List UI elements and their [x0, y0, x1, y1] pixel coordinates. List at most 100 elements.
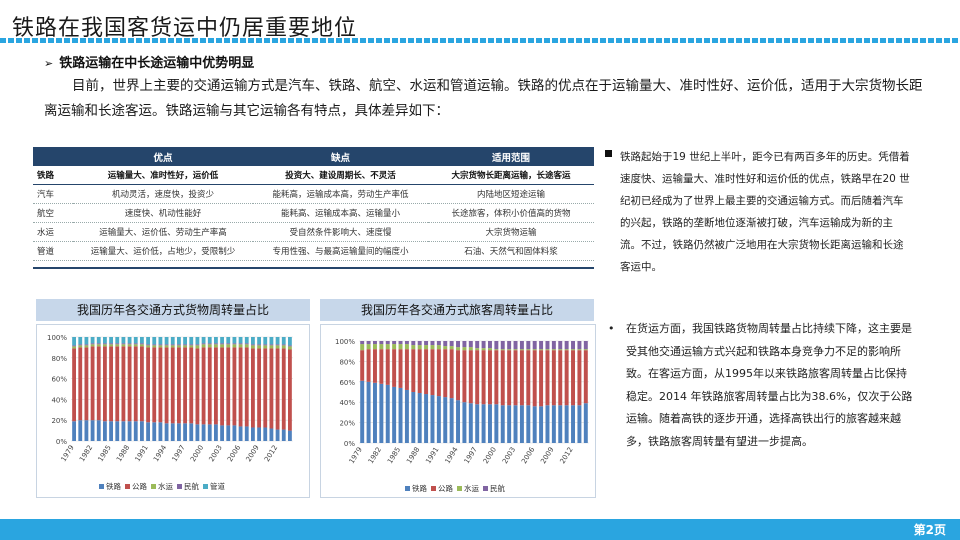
bar-segment: [462, 347, 467, 351]
bar-segment: [152, 344, 157, 346]
bar-segment: [379, 344, 384, 350]
legend-label: 水运: [464, 483, 479, 493]
passenger-chart-title: 我国历年各交通方式旅客周转量占比: [320, 299, 594, 321]
bar-segment: [449, 398, 454, 443]
bar-segment: [133, 337, 138, 344]
legend-label: 民航: [490, 483, 505, 493]
bar-segment: [526, 350, 531, 406]
bar-segment: [201, 424, 206, 441]
bar-segment: [164, 423, 169, 441]
bar-segment: [195, 348, 200, 425]
freight-chart-svg: 0%20%40%60%80%100%1979 1982 1985 1988 1991 19…: [47, 334, 293, 491]
bar-segment: [519, 405, 524, 443]
side-note-trend: • 在货运方面，我国铁路货物周转量占比持续下降，这主要是受其他交通运输方式兴起和…: [608, 318, 913, 453]
y-tick-label: 80%: [339, 358, 355, 366]
y-tick-label: 20%: [51, 417, 67, 425]
table-cell: 机动灵活，速度快，投资少: [73, 184, 253, 204]
bar-segment: [226, 425, 231, 441]
table-cell: 铁路: [33, 166, 73, 185]
bar-segment: [232, 347, 237, 426]
bar-segment: [201, 343, 206, 345]
table-group-header: 优点 缺点 适用范围: [33, 147, 594, 166]
bar-segment: [519, 349, 524, 351]
bar-segment: [551, 341, 556, 350]
bar-segment: [189, 345, 194, 348]
bar-segment: [177, 345, 181, 348]
bar-segment: [164, 337, 169, 345]
bar-segment: [226, 347, 231, 426]
bar-segment: [263, 345, 268, 349]
bar-segment: [158, 337, 163, 345]
bar-segment: [392, 386, 397, 443]
bar-segment: [214, 343, 218, 345]
bar-segment: [90, 346, 95, 421]
bar-segment: [220, 347, 224, 426]
bar-segment: [183, 345, 187, 348]
intro-paragraph-text: 目前，世界上主要的交通运输方式是汽车、铁路、航空、水运和管道运输。铁路的优点在于…: [44, 78, 923, 119]
x-tick-label: 1979: [60, 444, 76, 463]
bar-segment: [366, 349, 371, 382]
bar-segment: [392, 344, 397, 350]
bar-segment: [507, 350, 512, 406]
side-note-history: 铁路起始于19 世纪上半叶，距今已有两百多年的历史。凭借着速度快、运输量大、准时…: [605, 146, 910, 278]
x-tick-label: 2012: [263, 444, 279, 463]
bar-segment: [140, 346, 144, 422]
bar-segment: [436, 349, 441, 397]
y-tick-label: 0%: [56, 438, 67, 446]
bar-segment: [411, 392, 416, 443]
bar-segment: [103, 344, 107, 347]
x-tick-label: 1994: [443, 445, 460, 465]
bar-segment: [468, 341, 473, 348]
legend-swatch: [177, 484, 182, 489]
bar-segment: [244, 426, 249, 441]
bar-segment: [494, 349, 499, 351]
bar-segment: [220, 425, 224, 441]
bar-segment: [195, 337, 200, 345]
bar-segment: [385, 384, 390, 443]
bar-segment: [115, 343, 120, 345]
legend-label: 公路: [438, 483, 453, 493]
bar-segment: [140, 344, 144, 347]
bar-segment: [238, 347, 243, 427]
bar-segment: [96, 344, 101, 347]
bar-segment: [146, 337, 150, 345]
bar-segment: [103, 346, 107, 422]
bar-segment: [251, 427, 255, 441]
bar-segment: [360, 350, 365, 381]
bar-segment: [244, 347, 249, 427]
bar-segment: [238, 337, 243, 344]
bar-segment: [170, 344, 175, 346]
bar-segment: [84, 344, 89, 346]
x-tick-label: 1982: [367, 446, 383, 465]
table-cell: 管道: [33, 241, 73, 261]
bar-segment: [72, 345, 76, 347]
bar-segment: [269, 345, 274, 349]
bar-segment: [372, 341, 377, 345]
bar-segment: [577, 349, 582, 351]
y-tick-label: 60%: [339, 379, 355, 387]
bar-segment: [103, 337, 107, 344]
x-tick-label: 1985: [386, 446, 402, 465]
bar-segment: [121, 344, 126, 347]
bar-segment: [109, 337, 113, 344]
bar-segment: [443, 397, 448, 443]
bar-segment: [571, 405, 576, 443]
bar-segment: [152, 345, 157, 348]
bar-segment: [275, 345, 280, 349]
table-cell: 石油、天然气和固体料浆: [428, 241, 594, 261]
bar-segment: [417, 341, 422, 346]
bar-segment: [443, 346, 448, 350]
bar-segment: [146, 422, 150, 441]
bar-segment: [430, 341, 435, 346]
table-row: 汽车 机动灵活，速度快，投资少 能耗高，运输成本高，劳动生产率低 内陆地区短途运…: [33, 184, 594, 204]
bar-segment: [133, 421, 138, 441]
legend-swatch: [151, 484, 156, 489]
bar-segment: [558, 405, 563, 443]
bar-segment: [539, 341, 544, 350]
bar-segment: [513, 341, 518, 350]
table-cell: 航空: [33, 203, 73, 223]
bar-segment: [152, 337, 157, 345]
bar-segment: [115, 344, 120, 347]
bar-segment: [257, 344, 261, 346]
legend-swatch: [405, 486, 410, 491]
